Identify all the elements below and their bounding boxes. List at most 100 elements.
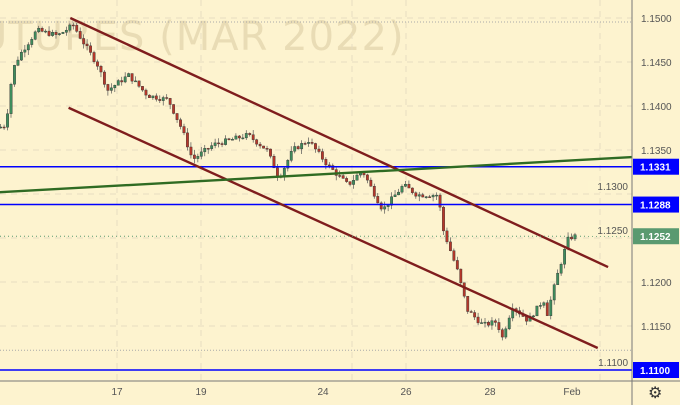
candle-down[interactable]: [189, 146, 193, 156]
candle-down[interactable]: [310, 142, 314, 144]
candle-down[interactable]: [158, 99, 162, 101]
candle-down[interactable]: [372, 186, 376, 197]
candle-up[interactable]: [199, 151, 203, 157]
candle-down[interactable]: [175, 113, 179, 120]
candle-down[interactable]: [269, 148, 272, 157]
candle-up[interactable]: [203, 148, 207, 153]
candle-down[interactable]: [500, 329, 504, 338]
candle-up[interactable]: [241, 137, 245, 140]
candle-up[interactable]: [431, 195, 435, 198]
candle-down[interactable]: [168, 98, 172, 105]
candle-down[interactable]: [186, 132, 189, 148]
candle-down[interactable]: [99, 66, 103, 73]
candle-down[interactable]: [296, 146, 300, 150]
candle-down[interactable]: [324, 159, 328, 166]
candle-up[interactable]: [397, 191, 400, 196]
candle-up[interactable]: [490, 320, 494, 326]
candle-down[interactable]: [165, 97, 169, 99]
candle-up[interactable]: [127, 73, 131, 78]
candle-up[interactable]: [573, 234, 577, 240]
gear-icon[interactable]: ⚙: [648, 385, 663, 402]
candle-up[interactable]: [134, 80, 137, 83]
candle-down[interactable]: [147, 94, 151, 98]
candle-up[interactable]: [109, 87, 113, 91]
candle-up[interactable]: [307, 142, 310, 144]
candle-up[interactable]: [213, 142, 217, 146]
candle-down[interactable]: [442, 206, 445, 232]
candle-down[interactable]: [251, 134, 255, 140]
candle-down[interactable]: [341, 175, 345, 179]
channel-lower-line[interactable]: [68, 106, 599, 350]
candle-down[interactable]: [320, 151, 324, 160]
candle-up[interactable]: [33, 31, 37, 40]
candle-down[interactable]: [172, 104, 176, 114]
candle-up[interactable]: [552, 284, 556, 301]
candle-down[interactable]: [71, 24, 75, 27]
candle-up[interactable]: [161, 97, 165, 101]
candle-down[interactable]: [445, 230, 449, 243]
candle-down[interactable]: [317, 148, 321, 152]
candle-up[interactable]: [196, 156, 200, 159]
candle-up[interactable]: [507, 317, 511, 330]
candle-up[interactable]: [563, 249, 566, 265]
candle-down[interactable]: [331, 165, 335, 170]
candle-down[interactable]: [103, 71, 106, 85]
candle-up[interactable]: [435, 194, 438, 197]
candle-down[interactable]: [144, 89, 148, 96]
candle-down[interactable]: [348, 181, 352, 185]
candle-up[interactable]: [116, 80, 120, 86]
candle-up[interactable]: [37, 28, 41, 33]
candle-down[interactable]: [130, 73, 134, 82]
candle-down[interactable]: [265, 148, 269, 150]
candle-up[interactable]: [286, 160, 290, 169]
candle-up[interactable]: [532, 315, 535, 318]
candle-down[interactable]: [455, 260, 459, 270]
candle-up[interactable]: [58, 33, 61, 35]
candle-down[interactable]: [89, 45, 92, 53]
candle-up[interactable]: [400, 186, 404, 193]
candle-down[interactable]: [54, 32, 58, 35]
candle-down[interactable]: [407, 183, 411, 189]
candle-down[interactable]: [473, 312, 477, 318]
candle-up[interactable]: [231, 139, 234, 141]
candle-down[interactable]: [476, 316, 480, 324]
candle-up[interactable]: [9, 83, 13, 114]
candle-up[interactable]: [289, 150, 293, 161]
candle-down[interactable]: [217, 142, 220, 145]
candle-up[interactable]: [244, 133, 248, 139]
candle-down[interactable]: [410, 187, 414, 193]
candle-up[interactable]: [6, 113, 9, 128]
candle-down[interactable]: [327, 164, 331, 167]
candle-down[interactable]: [2, 126, 6, 129]
candle-down[interactable]: [376, 196, 380, 204]
candle-up[interactable]: [393, 194, 397, 197]
candle-up[interactable]: [417, 194, 421, 197]
candle-down[interactable]: [82, 38, 86, 45]
candle-up[interactable]: [13, 65, 16, 85]
candle-down[interactable]: [78, 31, 82, 39]
candle-down[interactable]: [272, 156, 276, 169]
candle-down[interactable]: [192, 154, 196, 159]
candle-down[interactable]: [487, 321, 490, 326]
candle-down[interactable]: [206, 148, 210, 150]
candle-down[interactable]: [459, 268, 463, 284]
candle-down[interactable]: [227, 138, 231, 140]
candle-down[interactable]: [182, 126, 186, 134]
candle-up[interactable]: [26, 44, 30, 51]
candle-up[interactable]: [386, 205, 390, 207]
candle-up[interactable]: [51, 32, 54, 36]
candle-down[interactable]: [106, 84, 110, 91]
candle-down[interactable]: [154, 95, 158, 100]
channel-upper-line[interactable]: [69, 16, 609, 269]
candle-down[interactable]: [255, 139, 259, 145]
candle-up[interactable]: [113, 85, 117, 89]
candle-down[interactable]: [92, 52, 96, 62]
candle-down[interactable]: [220, 143, 224, 145]
candle-down[interactable]: [462, 282, 466, 297]
candle-up[interactable]: [504, 328, 508, 338]
candle-down[interactable]: [345, 178, 349, 182]
candle-down[interactable]: [262, 145, 265, 149]
candle-down[interactable]: [314, 143, 317, 150]
candle-up[interactable]: [404, 183, 407, 187]
